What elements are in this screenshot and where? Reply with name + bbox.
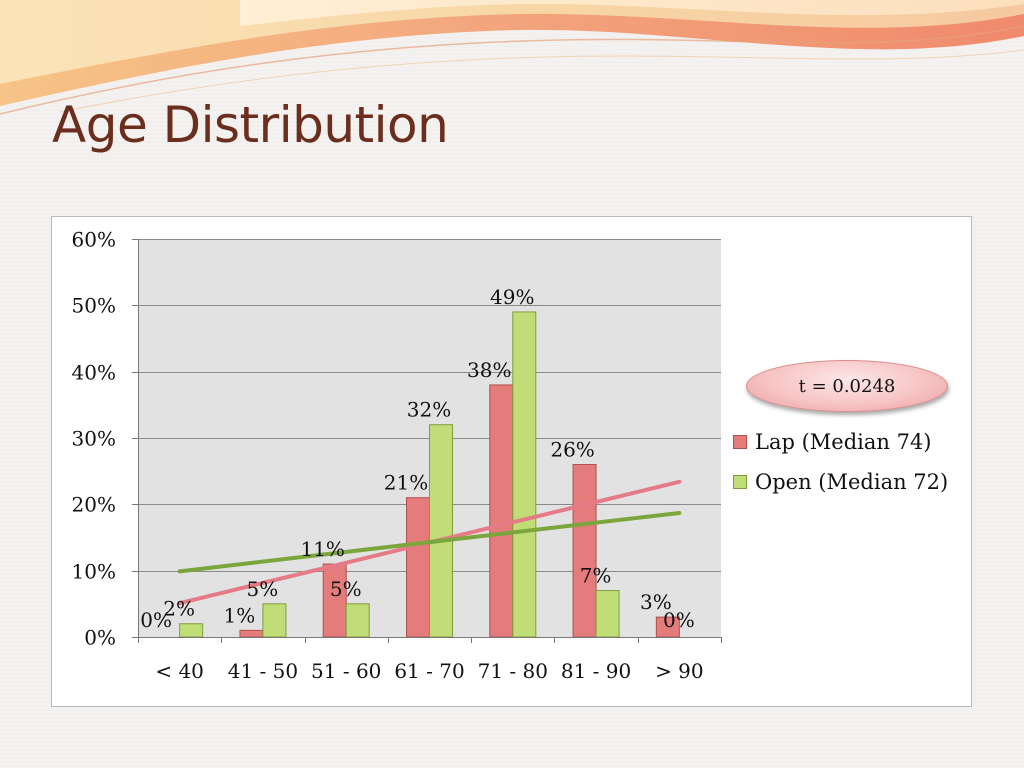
y-tick-label: 50% bbox=[72, 294, 116, 318]
data-label-open: 2% bbox=[163, 597, 195, 621]
x-tick-label: 81 - 90 bbox=[561, 659, 631, 683]
legend-label-open: Open (Median 72) bbox=[755, 470, 949, 494]
bar-lap bbox=[572, 464, 597, 638]
y-tick-label: 30% bbox=[72, 427, 116, 451]
data-label-lap: 26% bbox=[550, 438, 594, 462]
y-tick-label: 0% bbox=[84, 626, 116, 650]
x-tick-label: 41 - 50 bbox=[228, 659, 298, 683]
x-tick-label: 71 - 80 bbox=[478, 659, 548, 683]
bar-open bbox=[179, 623, 204, 638]
x-tick-label: 51 - 60 bbox=[311, 659, 381, 683]
legend-label-lap: Lap (Median 74) bbox=[755, 430, 932, 454]
data-labels: 0% 1% 11% 21% 38% 26% 3% 2% 5% 5% 32% 49% 7% 0% bbox=[140, 285, 694, 632]
header-decoration bbox=[0, 0, 1024, 115]
y-tick-label: 40% bbox=[72, 361, 116, 385]
bar-lap bbox=[406, 497, 430, 638]
data-label-lap: 1% bbox=[224, 603, 256, 627]
y-tick-label: 10% bbox=[72, 560, 116, 584]
legend-swatch-lap bbox=[733, 435, 747, 449]
x-tick-label: < 40 bbox=[155, 659, 204, 683]
legend-swatch-open bbox=[733, 475, 747, 489]
data-label-open: 0% bbox=[663, 608, 695, 632]
bar-open bbox=[512, 311, 537, 638]
data-label-open: 49% bbox=[490, 285, 534, 309]
x-tick-label: 61 - 70 bbox=[394, 659, 464, 683]
bar-open bbox=[595, 590, 620, 638]
bars bbox=[179, 311, 680, 638]
y-tick-label: 20% bbox=[72, 493, 116, 517]
legend-item-open: Open (Median 72) bbox=[733, 469, 948, 495]
legend-item-lap: Lap (Median 74) bbox=[733, 429, 932, 455]
bar-open bbox=[429, 424, 453, 638]
data-label-open: 5% bbox=[330, 577, 362, 601]
data-label-lap: 3% bbox=[640, 590, 672, 614]
data-label-open: 32% bbox=[407, 398, 451, 422]
y-tick-label: 60% bbox=[72, 228, 116, 252]
trendlines bbox=[177, 479, 682, 606]
data-label-lap: 38% bbox=[467, 358, 511, 382]
data-label-lap: 0% bbox=[140, 608, 172, 632]
axes: 0% 10% 20% 30% 40% 50% 60% < 40 41 - 50 51 - 60 61… bbox=[72, 228, 722, 683]
bar-lap bbox=[489, 384, 514, 638]
slide-title: Age Distribution bbox=[52, 96, 449, 154]
bar-open bbox=[262, 603, 287, 638]
trendline-open bbox=[177, 510, 682, 574]
data-label-lap: 11% bbox=[300, 537, 344, 561]
bar-lap bbox=[239, 629, 264, 638]
data-label-lap: 21% bbox=[384, 471, 428, 495]
data-label-open: 5% bbox=[247, 577, 279, 601]
data-label-open: 7% bbox=[580, 564, 612, 588]
x-tick-label: > 90 bbox=[655, 659, 704, 683]
t-statistic-badge: t = 0.0248 bbox=[746, 360, 948, 412]
bar-open bbox=[345, 603, 370, 638]
